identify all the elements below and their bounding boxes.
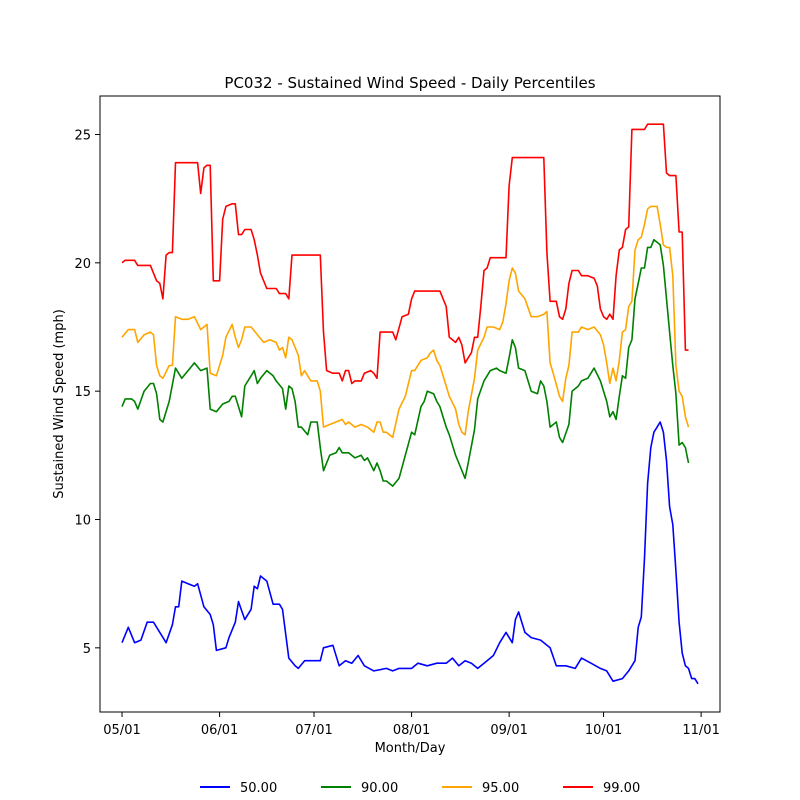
y-tick-label: 5 xyxy=(83,642,91,657)
legend-label-2: 95.00 xyxy=(482,781,519,796)
series-line-2 xyxy=(121,205,690,439)
y-tick-label: 20 xyxy=(74,257,91,272)
legend: 50.00 90.00 95.00 99.00 xyxy=(200,781,640,796)
y-axis-label: Sustained Wind Speed (mph) xyxy=(52,309,67,499)
legend-label-0: 50.00 xyxy=(240,781,277,796)
legend-label-3: 99.00 xyxy=(603,781,640,796)
plot-area xyxy=(121,123,699,685)
y-tick-label: 10 xyxy=(74,514,91,529)
x-tick-label: 08/01 xyxy=(393,723,430,738)
x-tick-label: 09/01 xyxy=(490,723,527,738)
chart-title: PC032 - Sustained Wind Speed - Daily Per… xyxy=(224,74,595,92)
x-tick-label: 11/01 xyxy=(682,723,719,738)
series-line-1 xyxy=(121,238,690,487)
plot-frame xyxy=(99,95,721,713)
x-tick-label: 10/01 xyxy=(585,723,622,738)
x-tick-label: 07/01 xyxy=(295,723,332,738)
x-axis: 05/01 06/01 07/01 08/01 09/01 10/01 11/01 xyxy=(103,712,720,738)
series-line-3 xyxy=(121,123,689,385)
x-tick-label: 06/01 xyxy=(201,723,238,738)
y-tick-label: 25 xyxy=(74,129,91,144)
legend-label-1: 90.00 xyxy=(361,781,398,796)
x-tick-label: 05/01 xyxy=(103,723,140,738)
y-axis: 5 10 15 20 25 xyxy=(74,129,100,657)
series-line-0 xyxy=(121,421,699,685)
y-tick-label: 15 xyxy=(74,385,91,400)
x-axis-label: Month/Day xyxy=(375,741,446,756)
